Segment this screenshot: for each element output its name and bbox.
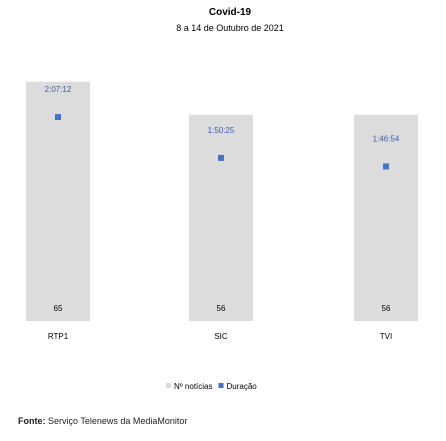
source-label: Fonte: — [18, 416, 46, 426]
count-label-sic: 56 — [217, 304, 226, 313]
category-label-tvi: TVI — [380, 332, 392, 341]
duration-point-rtp1 — [55, 114, 61, 120]
duration-label-rtp1: 2:07:12 — [45, 85, 72, 94]
count-label-rtp1: 65 — [54, 304, 63, 313]
duration-point-sic — [218, 154, 224, 161]
legend-swatch-1 — [218, 383, 224, 388]
category-label-rtp1: RTP1 — [48, 332, 69, 341]
duration-label-sic: 1:50:25 — [208, 126, 235, 135]
chart-marks: 65 2:07:12 RTP1 56 1:50:25 SIC 56 1:46:54 TVI — [26, 81, 418, 341]
source-text: Serviço Telenews da MediaMonitor — [45, 416, 188, 426]
count-label-tvi: 56 — [382, 304, 391, 313]
bar-rtp1 — [26, 81, 90, 321]
bar-sic — [189, 114, 253, 322]
legend-label-1: Duração — [227, 382, 258, 391]
chart-subtitle: 8 a 14 de Outubro de 2021 — [176, 23, 284, 33]
legend: Nº notícias Duração — [166, 382, 257, 391]
chart-title: Covid-19 — [209, 7, 252, 18]
legend-swatch-0 — [166, 383, 171, 388]
category-label-sic: SIC — [214, 332, 228, 341]
source-note: Fonte: Serviço Telenews da MediaMonitor — [18, 416, 187, 426]
duration-label-tvi: 1:46:54 — [373, 134, 400, 143]
bar-tvi — [354, 114, 418, 322]
legend-label-0: Nº notícias — [174, 382, 213, 391]
duration-point-tvi — [383, 163, 389, 170]
